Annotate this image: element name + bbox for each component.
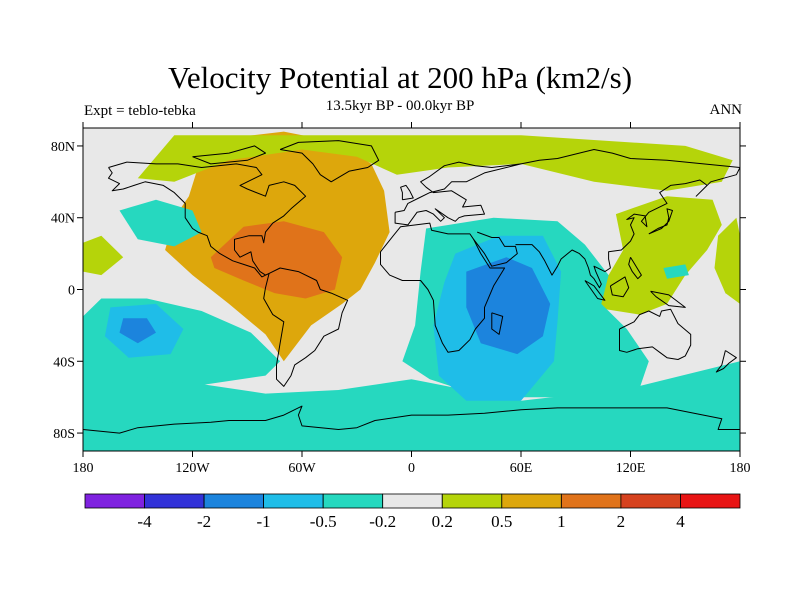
y-tick-label: 80S — [53, 427, 75, 442]
colorbar-swatch — [84, 493, 145, 509]
contour-fill-layer — [83, 128, 740, 451]
colorbar-swatch — [144, 493, 205, 509]
y-tick-label: 40S — [53, 355, 75, 370]
coast-sumatra — [584, 280, 606, 301]
coast-new-zealand — [715, 350, 737, 373]
coast-europe — [394, 161, 522, 226]
colorbar: -4 -2 -1 -0.5 -0.2 0.2 0.5 1 2 4 — [84, 493, 741, 531]
map-title: Velocity Potential at 200 hPa (km2/s) — [167, 60, 633, 95]
contour-negative-1-indian-ocean — [466, 257, 551, 355]
x-tick-label: 0 — [408, 461, 415, 476]
contour-negative-1-south-pacific — [119, 318, 156, 344]
coast-japan — [648, 208, 673, 235]
coast-great-britain — [400, 184, 414, 201]
contour-negative-02-philippine-sea — [663, 264, 689, 279]
colorbar-level-label: 1 — [557, 512, 566, 531]
coast-new-guinea — [650, 290, 686, 308]
colorbar-level-label: 4 — [676, 512, 685, 531]
contour-negative-02-north-pacific — [119, 199, 202, 247]
coast-arctic-islands — [192, 145, 266, 165]
coast-madagascar — [491, 312, 504, 335]
contour-positive-2-atlantic — [210, 221, 343, 299]
colorbar-swatch — [203, 493, 265, 509]
y-tick-label: 40N — [51, 212, 75, 227]
y-tick-label: 0 — [68, 284, 75, 299]
x-tick-label: 180 — [73, 461, 94, 476]
colorbar-swatch — [680, 493, 741, 509]
colorbar-swatch — [561, 493, 622, 509]
colorbar-level-label: -0.5 — [310, 512, 337, 531]
colorbar-level-label: -2 — [197, 512, 211, 531]
colorbar-swatch — [322, 493, 384, 509]
map-axes: 180 120W 60W 0 60E 120E 180 80N 40N 0 40S 80S — [51, 122, 751, 476]
colorbar-level-label: 0.5 — [491, 512, 512, 531]
x-tick-label: 180 — [730, 461, 751, 476]
coastline-layer — [83, 140, 740, 434]
x-tick-label: 120W — [175, 461, 210, 476]
colorbar-level-label: -4 — [137, 512, 152, 531]
coast-south-asia — [515, 149, 740, 289]
coast-philippines — [628, 256, 642, 280]
colorbar-level-label: 0.2 — [432, 512, 453, 531]
coast-borneo — [609, 276, 630, 298]
coast-south-america — [263, 267, 349, 387]
colorbar-level-label: -0.2 — [369, 512, 396, 531]
colorbar-level-label: -1 — [257, 512, 271, 531]
x-tick-label: 120E — [616, 461, 646, 476]
experiment-label: Expt = teblo-tebka — [84, 103, 196, 119]
y-tick-label: 80N — [51, 140, 75, 155]
colorbar-swatch — [263, 493, 324, 509]
coast-africa — [380, 222, 506, 353]
season-label: ANN — [709, 102, 743, 118]
colorbar-level-label: 2 — [617, 512, 626, 531]
contour-positive-05-dateline — [714, 217, 740, 304]
contour-positive-05-west-pacific — [83, 235, 124, 276]
colorbar-swatch — [382, 493, 443, 509]
coast-antarctica — [83, 405, 740, 434]
x-tick-label: 60E — [510, 461, 533, 476]
coast-australia — [619, 308, 692, 360]
colorbar-swatch — [441, 493, 503, 509]
coast-greenland — [279, 140, 380, 183]
coast-arabia — [473, 231, 518, 267]
colorbar-swatch — [501, 493, 562, 509]
contour-negative-02-southern-ocean — [83, 361, 740, 451]
time-period-label: 13.5kyr BP - 00.0kyr BP — [325, 98, 475, 114]
coast-north-america — [108, 161, 307, 278]
contour-positive-05-north-band — [137, 135, 733, 191]
colorbar-swatch — [620, 493, 681, 509]
x-tick-label: 60W — [288, 461, 316, 476]
